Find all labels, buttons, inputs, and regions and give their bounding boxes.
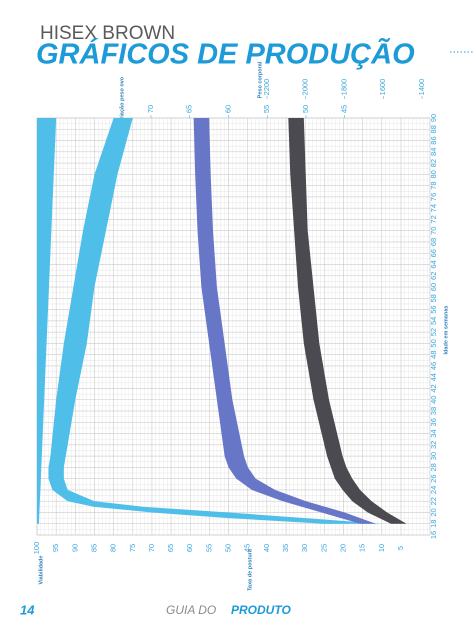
- x-tick-label: 20: [429, 508, 438, 516]
- x-tick-label: 64: [429, 260, 438, 268]
- guide: GUIA DO: [166, 603, 216, 617]
- x-tick-label: 68: [429, 238, 438, 246]
- guide-product: PRODUTO: [231, 603, 291, 617]
- body-tick-label: 2200: [262, 79, 271, 96]
- body-tick-label: 1800: [339, 79, 348, 96]
- x-tick-label: 62: [429, 272, 438, 280]
- x-tick-label: 76: [429, 193, 438, 201]
- page-title: GRÁFICOS DE PRODUÇÃO: [36, 37, 415, 71]
- x-tick-label: 22: [429, 497, 438, 505]
- x-tick-label: 36: [429, 418, 438, 426]
- body-title: Peso corporal: [257, 61, 263, 98]
- egg-tick-label: 55: [262, 105, 271, 113]
- rate-tick-label: 80: [109, 544, 118, 552]
- rate-title: Taxa de postura: [247, 548, 253, 591]
- x-tick-label: 24: [429, 486, 438, 494]
- rate-tick-label: 25: [319, 544, 328, 552]
- x-tick-label: 38: [429, 407, 438, 415]
- x-tick-label: 86: [429, 136, 438, 144]
- rate-tick-label: 5: [396, 546, 405, 550]
- x-tick-label: 56: [429, 305, 438, 313]
- x-tick-label: 88: [429, 125, 438, 133]
- rate-tick-label: 40: [262, 544, 271, 552]
- rate-tick-label: 65: [166, 544, 175, 552]
- x-tick-label: 44: [429, 373, 438, 381]
- rate-tick-label: 35: [281, 544, 290, 552]
- x-tick-label: 58: [429, 294, 438, 302]
- body-tick-label: 2000: [301, 79, 310, 96]
- x-tick-label: 42: [429, 384, 438, 392]
- x-tick-label: 46: [429, 362, 438, 370]
- x-tick-label: 66: [429, 249, 438, 257]
- rate-tick-label: 85: [89, 544, 98, 552]
- x-tick-label: 30: [429, 452, 438, 460]
- rate-tick-label: 10: [377, 544, 386, 552]
- band: [288, 118, 407, 524]
- x-tick-label: 48: [429, 351, 438, 359]
- rate-tick-label: 45: [243, 544, 252, 552]
- x-tick-label: 28: [429, 463, 438, 471]
- egg-tick-label: 70: [146, 105, 155, 113]
- x-tick-label: 80: [429, 170, 438, 178]
- egg-title: Variação peso ovo: [119, 76, 125, 125]
- x-tick-label: 34: [429, 429, 438, 437]
- x-tick-label: 32: [429, 441, 438, 449]
- rate-tick-label: 20: [339, 544, 348, 552]
- rate-tick-label: 100: [32, 542, 41, 555]
- x-tick-label: 16: [429, 531, 438, 539]
- x-tick-label: 72: [429, 215, 438, 223]
- rate-tick-label: 30: [300, 544, 309, 552]
- x-tick-label: 18: [429, 520, 438, 528]
- body-tick-label: 1600: [378, 79, 387, 96]
- rate-tick-label: 50: [224, 544, 233, 552]
- page-number: 14: [20, 602, 35, 617]
- x-tick-label: 50: [429, 339, 438, 347]
- rate-tick-label: 90: [70, 544, 79, 552]
- chart: 1618202224262830323436384042444648505254…: [32, 61, 449, 591]
- x-tick-label: 84: [429, 148, 438, 156]
- egg-tick-label: 50: [301, 105, 310, 113]
- x-tick-label: 54: [429, 317, 438, 325]
- egg-tick-label: 65: [185, 105, 194, 113]
- egg-tick-label: 45: [340, 105, 349, 113]
- x-tick-label: 78: [429, 181, 438, 189]
- x-tick-label: 26: [429, 474, 438, 482]
- rate-tick-label: 15: [358, 544, 367, 552]
- x-tick-label: 74: [429, 204, 438, 212]
- egg-tick-label: 60: [223, 105, 232, 113]
- x-tick-label: 70: [429, 227, 438, 235]
- band: [37, 118, 57, 524]
- x-tick-label: 52: [429, 328, 438, 336]
- rate-tick-label: 95: [51, 544, 60, 552]
- x-axis-title: Idade em semanas: [443, 306, 449, 355]
- x-tick-label: 82: [429, 159, 438, 167]
- x-tick-label: 60: [429, 283, 438, 291]
- rate-tick-label: 70: [147, 544, 156, 552]
- x-tick-label: 40: [429, 396, 438, 404]
- x-tick-label: 90: [429, 114, 438, 122]
- body-tick-label: 1400: [417, 79, 426, 96]
- rate-tick-label: 75: [128, 544, 137, 552]
- viability-title: Viabilidade: [38, 556, 44, 585]
- brand: HISEX BROWN: [40, 23, 175, 44]
- rate-tick-label: 60: [185, 544, 194, 552]
- rate-tick-label: 55: [204, 544, 213, 552]
